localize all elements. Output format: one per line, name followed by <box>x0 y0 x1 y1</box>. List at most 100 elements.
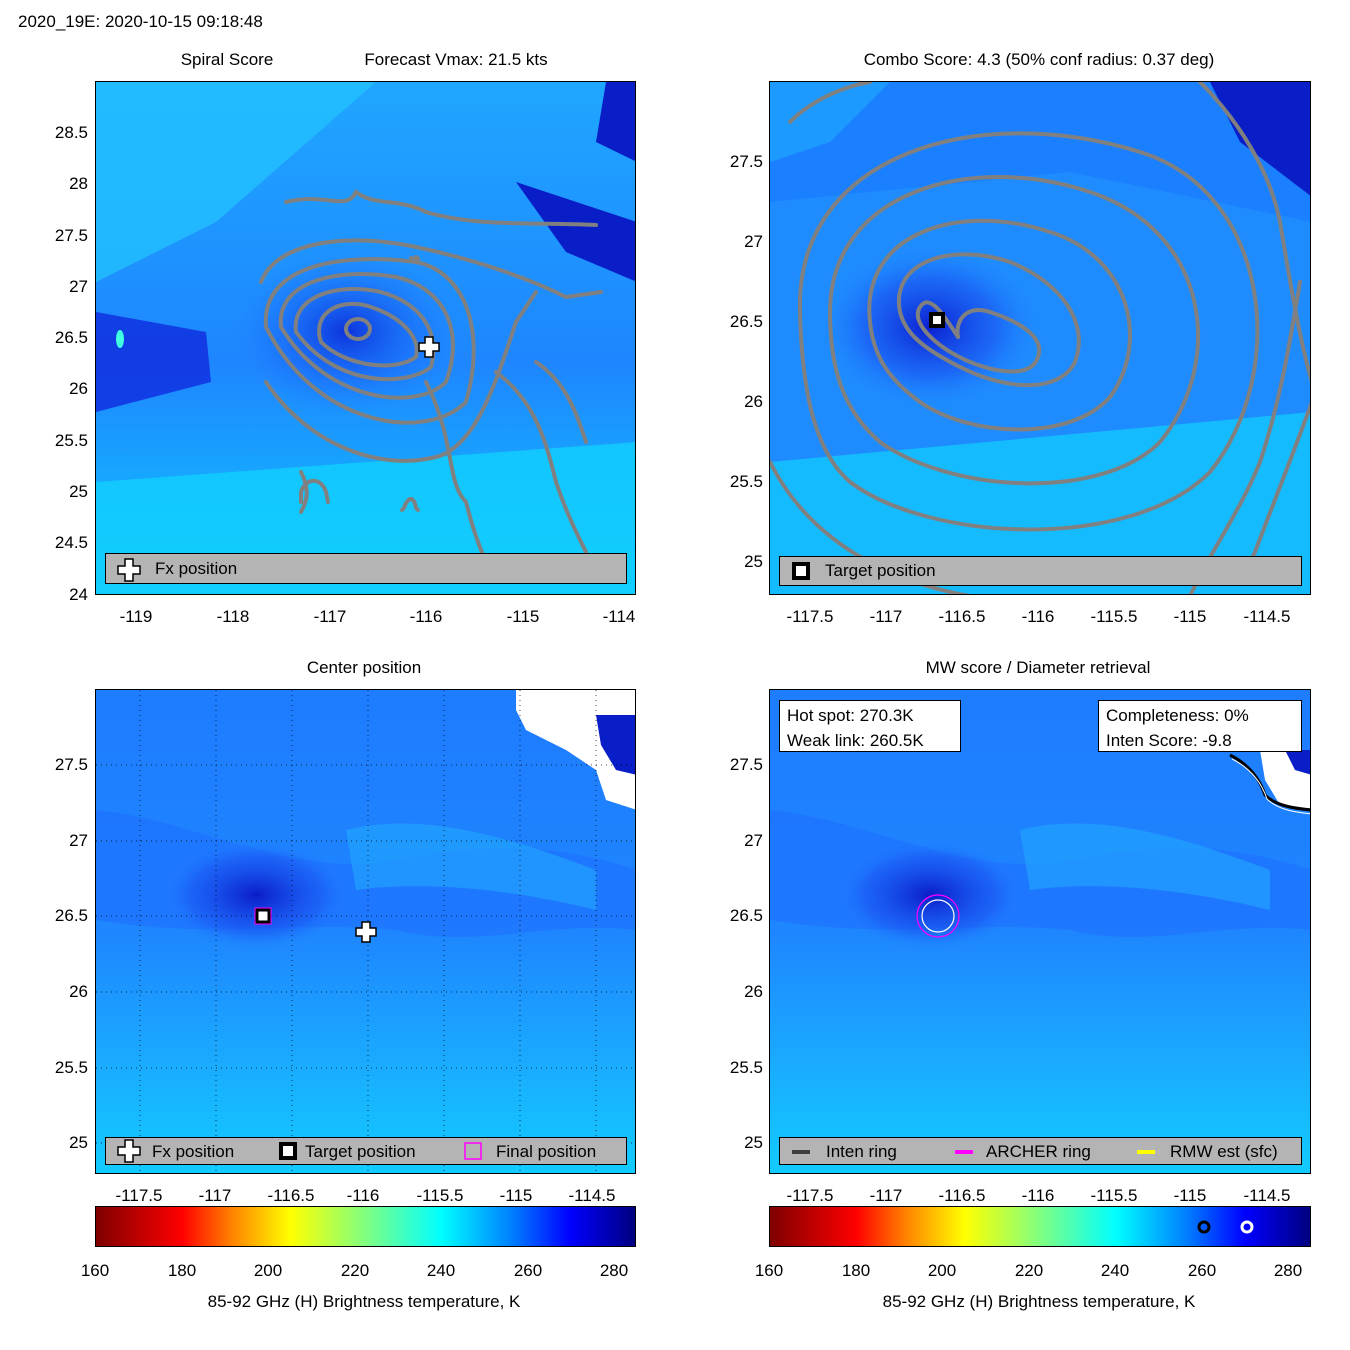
ytick: 26 <box>69 982 88 1001</box>
colorbar-tick: 220 <box>340 1261 370 1280</box>
hot-spot-marker <box>1240 1220 1254 1234</box>
xtick: -115 <box>506 607 540 626</box>
xtick: -116 <box>1021 1186 1055 1205</box>
colorbar-markers <box>1197 1220 1254 1234</box>
ytick: 27.5 <box>729 152 763 171</box>
ytick: 26.5 <box>729 906 763 925</box>
ytick: 24.5 <box>54 533 88 552</box>
mw-score-title: MW score / Diameter retrieval <box>925 658 1151 677</box>
xtick: -117 <box>869 1186 903 1205</box>
completeness-value: Completeness: 0% <box>1106 706 1249 725</box>
xtick: -114.5 <box>1243 1186 1291 1205</box>
ytick: 26 <box>744 392 763 411</box>
colorbar-tick: 260 <box>513 1261 543 1280</box>
mw-legend: Inten ring ARCHER ring RMW est (sfc) <box>779 1137 1302 1165</box>
mw-score-map <box>770 690 1310 1173</box>
spiral-score-title: Spiral Score <box>180 50 274 69</box>
xtick: -116 <box>1021 607 1055 626</box>
target-position-marker <box>929 312 945 328</box>
fx-position-legend-label: Fx position <box>152 1142 235 1161</box>
xtick: -118 <box>216 607 250 626</box>
ytick: 25 <box>744 552 763 571</box>
ytick: 27 <box>744 831 763 850</box>
ytick: 27.5 <box>54 755 88 774</box>
xtick: -117 <box>198 1186 232 1205</box>
fx-position-marker <box>355 921 377 943</box>
combo-score-map <box>770 82 1310 594</box>
xtick: -115.5 <box>416 1186 464 1205</box>
ytick: 25.5 <box>729 1058 763 1077</box>
target-position-legend-icon <box>279 1142 297 1160</box>
xtick: -115 <box>499 1186 533 1205</box>
ytick: 26.5 <box>729 312 763 331</box>
target-position-legend-icon <box>792 562 810 580</box>
hot-spot-value: Hot spot: 270.3K <box>787 706 914 725</box>
weak-link-value: Weak link: 260.5K <box>787 731 924 750</box>
colorbar-tick: 280 <box>599 1261 629 1280</box>
weak-link-marker <box>1197 1220 1211 1234</box>
image-title: 2020_19E: 2020-10-15 09:18:48 <box>18 12 263 31</box>
xtick: -114 <box>602 607 636 626</box>
target-position-legend-label: Target position <box>825 561 936 580</box>
inten-score-value: Inten Score: -9.8 <box>1106 731 1232 750</box>
colorbar-tick: 260 <box>1187 1261 1217 1280</box>
ytick: 25 <box>744 1133 763 1152</box>
spiral-score-plot: Fx position <box>95 81 636 595</box>
xtick: -116.5 <box>938 607 986 626</box>
final-position-legend-icon <box>464 1142 482 1160</box>
ytick: 27.5 <box>729 755 763 774</box>
archer-ring-legend-label: ARCHER ring <box>986 1142 1091 1161</box>
xtick: -117 <box>313 607 347 626</box>
fx-position-legend-icon <box>117 558 141 582</box>
colorbar-tick: 160 <box>754 1261 784 1280</box>
target-position-legend-label: Target position <box>305 1142 416 1161</box>
combo-score-plot: Target position <box>769 81 1311 595</box>
ytick: 28 <box>69 174 88 193</box>
fx-position-legend-icon <box>117 1139 141 1163</box>
ytick: 25.5 <box>54 1058 88 1077</box>
center-position-title: Center position <box>306 658 422 677</box>
archer-ring <box>916 894 960 938</box>
colorbar-tick: 160 <box>80 1261 110 1280</box>
colorbar-right-label: 85-92 GHz (H) Brightness temperature, K <box>882 1292 1196 1311</box>
ytick: 26 <box>69 379 88 398</box>
xtick: -119 <box>119 607 153 626</box>
mw-score-plot: Hot spot: 270.3K Weak link: 260.5K Compl… <box>769 689 1311 1174</box>
ytick: 27 <box>744 232 763 251</box>
completeness-box: Completeness: 0% Inten Score: -9.8 <box>1098 700 1302 752</box>
ytick: 26.5 <box>54 328 88 347</box>
xtick: -115.5 <box>1090 1186 1138 1205</box>
rmw-legend-label: RMW est (sfc) <box>1170 1142 1278 1161</box>
center-position-plot: Fx position Target position Final positi… <box>95 689 636 1174</box>
xtick: -115.5 <box>1090 607 1138 626</box>
ytick: 26.5 <box>54 906 88 925</box>
ytick: 25 <box>69 1133 88 1152</box>
spiral-legend: Fx position <box>105 553 627 584</box>
colorbar-tick: 180 <box>841 1261 871 1280</box>
target-position-marker <box>255 908 271 924</box>
combo-legend: Target position <box>779 556 1302 586</box>
xtick: -117.5 <box>786 607 834 626</box>
xtick: -117.5 <box>786 1186 834 1205</box>
ytick: 25 <box>69 482 88 501</box>
xtick: -116.5 <box>267 1186 315 1205</box>
xtick: -115 <box>1173 1186 1207 1205</box>
colorbar-right <box>769 1206 1311 1247</box>
rmw-legend-line <box>1137 1150 1155 1154</box>
colorbar-tick: 280 <box>1273 1261 1303 1280</box>
center-legend: Fx position Target position Final positi… <box>105 1137 627 1165</box>
xtick: -117 <box>869 607 903 626</box>
colorbar-left-label: 85-92 GHz (H) Brightness temperature, K <box>207 1292 521 1311</box>
forecast-vmax-title: Forecast Vmax: 21.5 kts <box>364 50 548 69</box>
xtick: -116 <box>409 607 443 626</box>
colorbar-tick: 240 <box>426 1261 456 1280</box>
fx-position-marker <box>418 336 440 358</box>
combo-score-title: Combo Score: 4.3 (50% conf radius: 0.37 … <box>863 50 1215 69</box>
colorbar-tick: 200 <box>927 1261 957 1280</box>
xtick: -115 <box>1173 607 1207 626</box>
inten-ring-legend-label: Inten ring <box>826 1142 897 1161</box>
xtick: -116.5 <box>938 1186 986 1205</box>
colorbar-tick: 220 <box>1014 1261 1044 1280</box>
xtick: -117.5 <box>115 1186 163 1205</box>
xtick: -114.5 <box>568 1186 616 1205</box>
